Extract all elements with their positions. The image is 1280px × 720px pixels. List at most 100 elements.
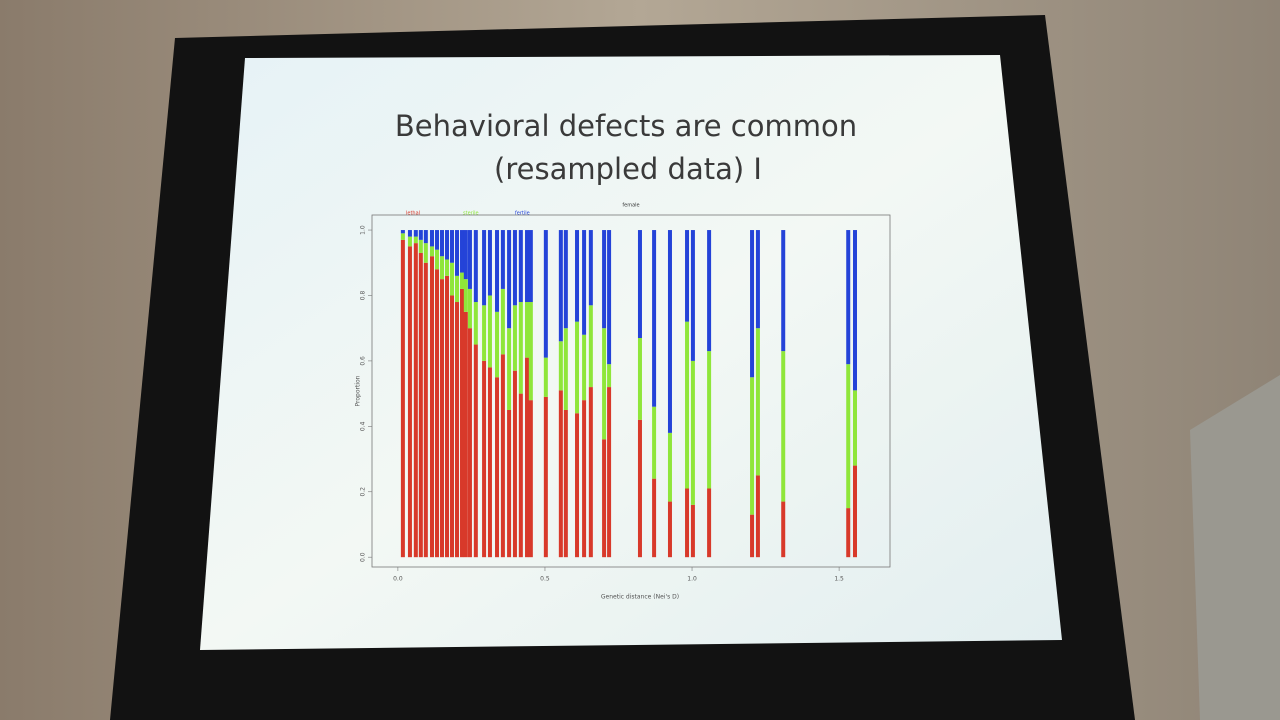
bar-segment (588, 387, 593, 558)
bar-segment (637, 230, 642, 339)
bar-segment (413, 236, 418, 244)
bar-segment (558, 390, 563, 558)
bar-segment (750, 377, 755, 515)
x-tick-label: 1.5 (834, 576, 844, 583)
bar-segment (495, 230, 500, 312)
bar-segment (400, 239, 405, 558)
bar-segment (467, 288, 472, 329)
bar-segment (582, 400, 587, 558)
bar-segment (482, 305, 487, 361)
bar-segment (750, 230, 755, 378)
bar-segment (582, 334, 587, 401)
bar-segment (450, 262, 455, 296)
x-tick-label: 0.5 (540, 576, 550, 583)
bar-segment (667, 432, 672, 502)
bar-segment (445, 230, 450, 260)
bar-segment (495, 311, 500, 378)
bar-segment (423, 230, 428, 244)
bar-segment (455, 230, 460, 276)
bar-segment (846, 508, 851, 558)
bar-segment (460, 272, 465, 289)
bar-segment (473, 230, 478, 303)
bar-segment (413, 230, 418, 237)
bar-segment (512, 305, 517, 371)
bar-segment (543, 396, 548, 558)
bar-segment (518, 393, 523, 558)
bar-segment (423, 243, 428, 263)
bar-segment (667, 230, 672, 433)
bar-segment (846, 230, 851, 365)
bar-segment (435, 249, 440, 270)
bar-segment (637, 419, 642, 558)
bar-segment (430, 246, 435, 257)
bar-segment (407, 236, 412, 247)
bar-segment (781, 501, 786, 558)
bar-segment (430, 230, 435, 247)
bar-segment (460, 230, 465, 273)
y-tick-label: 0.6 (360, 356, 367, 366)
bar-segment (463, 230, 468, 280)
bar-segment (407, 246, 412, 558)
bar-segment (652, 478, 657, 558)
bar-segment (467, 230, 472, 289)
bar-segment (528, 302, 533, 401)
y-tick-label: 1.0 (360, 225, 367, 235)
bar-segment (440, 256, 445, 280)
bar-segment (558, 341, 563, 391)
slide (200, 55, 1062, 650)
bar-segment (652, 230, 657, 407)
bar-segment (467, 328, 472, 558)
bar-segment (607, 387, 612, 558)
bar-segment (558, 230, 563, 342)
bar-segment (473, 302, 478, 345)
x-tick-label: 1.0 (687, 576, 697, 583)
bar-segment (707, 351, 712, 489)
bar-segment (852, 465, 857, 558)
bar-segment (528, 230, 533, 303)
bar-segment (607, 364, 612, 388)
bar-segment (473, 344, 478, 558)
cabinet (1190, 375, 1280, 720)
bar-segment (440, 279, 445, 558)
bar-segment (575, 413, 580, 558)
bar-segment (445, 259, 450, 276)
bar-segment (602, 439, 607, 558)
bar-segment (450, 295, 455, 558)
bar-segment (507, 409, 512, 558)
bar-segment (781, 230, 786, 352)
bar-segment (690, 360, 695, 505)
bar-segment (543, 230, 548, 358)
bar-segment (400, 230, 405, 234)
bar-segment (423, 262, 428, 558)
bar-segment (685, 488, 690, 558)
bar-segment (418, 239, 423, 253)
bar-segment (430, 256, 435, 558)
bar-segment (500, 354, 505, 558)
bar-segment (667, 501, 672, 558)
bar-segment (602, 230, 607, 329)
bar-segment (602, 328, 607, 440)
bar-segment (435, 269, 440, 558)
bar-segment (563, 409, 568, 558)
bar-segment (525, 357, 530, 558)
bar-segment (487, 295, 492, 368)
bar-segment (690, 504, 695, 558)
bar-segment (495, 377, 500, 558)
bar-segment (445, 275, 450, 558)
bar-segment (460, 288, 465, 558)
bar-segment (852, 390, 857, 466)
x-tick-label: 0.0 (393, 576, 403, 583)
bar-segment (512, 370, 517, 558)
bar-segment (482, 360, 487, 558)
bar-segment (525, 302, 530, 358)
bar-segment (463, 279, 468, 312)
bar-segment (575, 321, 580, 414)
bar-segment (500, 230, 505, 289)
bar-segment (563, 328, 568, 410)
bar-segment (507, 230, 512, 329)
bar-segment (418, 230, 423, 240)
y-tick-label: 0.2 (360, 487, 367, 497)
bar-segment (528, 400, 533, 558)
bar-segment (852, 230, 857, 391)
bar-segment (685, 230, 690, 322)
